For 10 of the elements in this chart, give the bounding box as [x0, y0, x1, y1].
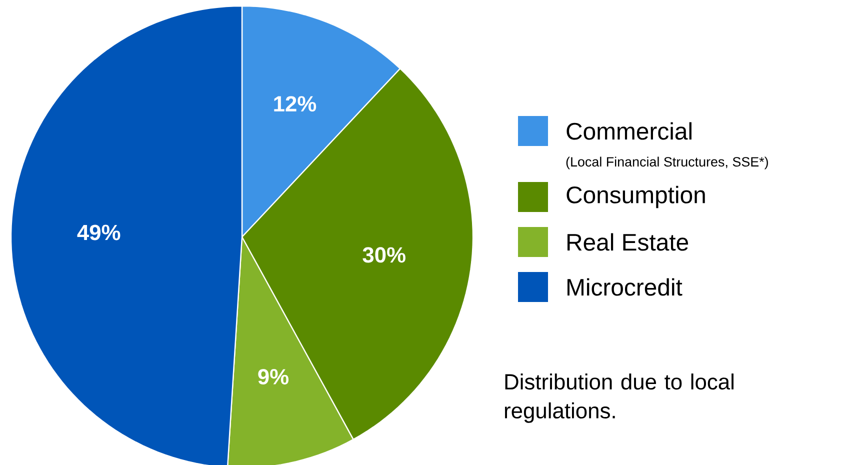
- legend-label: Microcredit: [568, 278, 682, 296]
- data-label: 12%: [274, 96, 316, 112]
- data-label: 30%: [362, 247, 406, 263]
- legend-label: Commercial: [566, 122, 692, 140]
- legend-label: Consumption: [566, 186, 705, 208]
- data-label: 9%: [258, 368, 289, 385]
- text: (Local Financial Structures, SSE*): [566, 156, 768, 170]
- legend-label: Real Estate: [568, 233, 688, 251]
- data-label: 49%: [77, 224, 120, 240]
- text: Distribution due to local regulations.: [504, 373, 734, 423]
